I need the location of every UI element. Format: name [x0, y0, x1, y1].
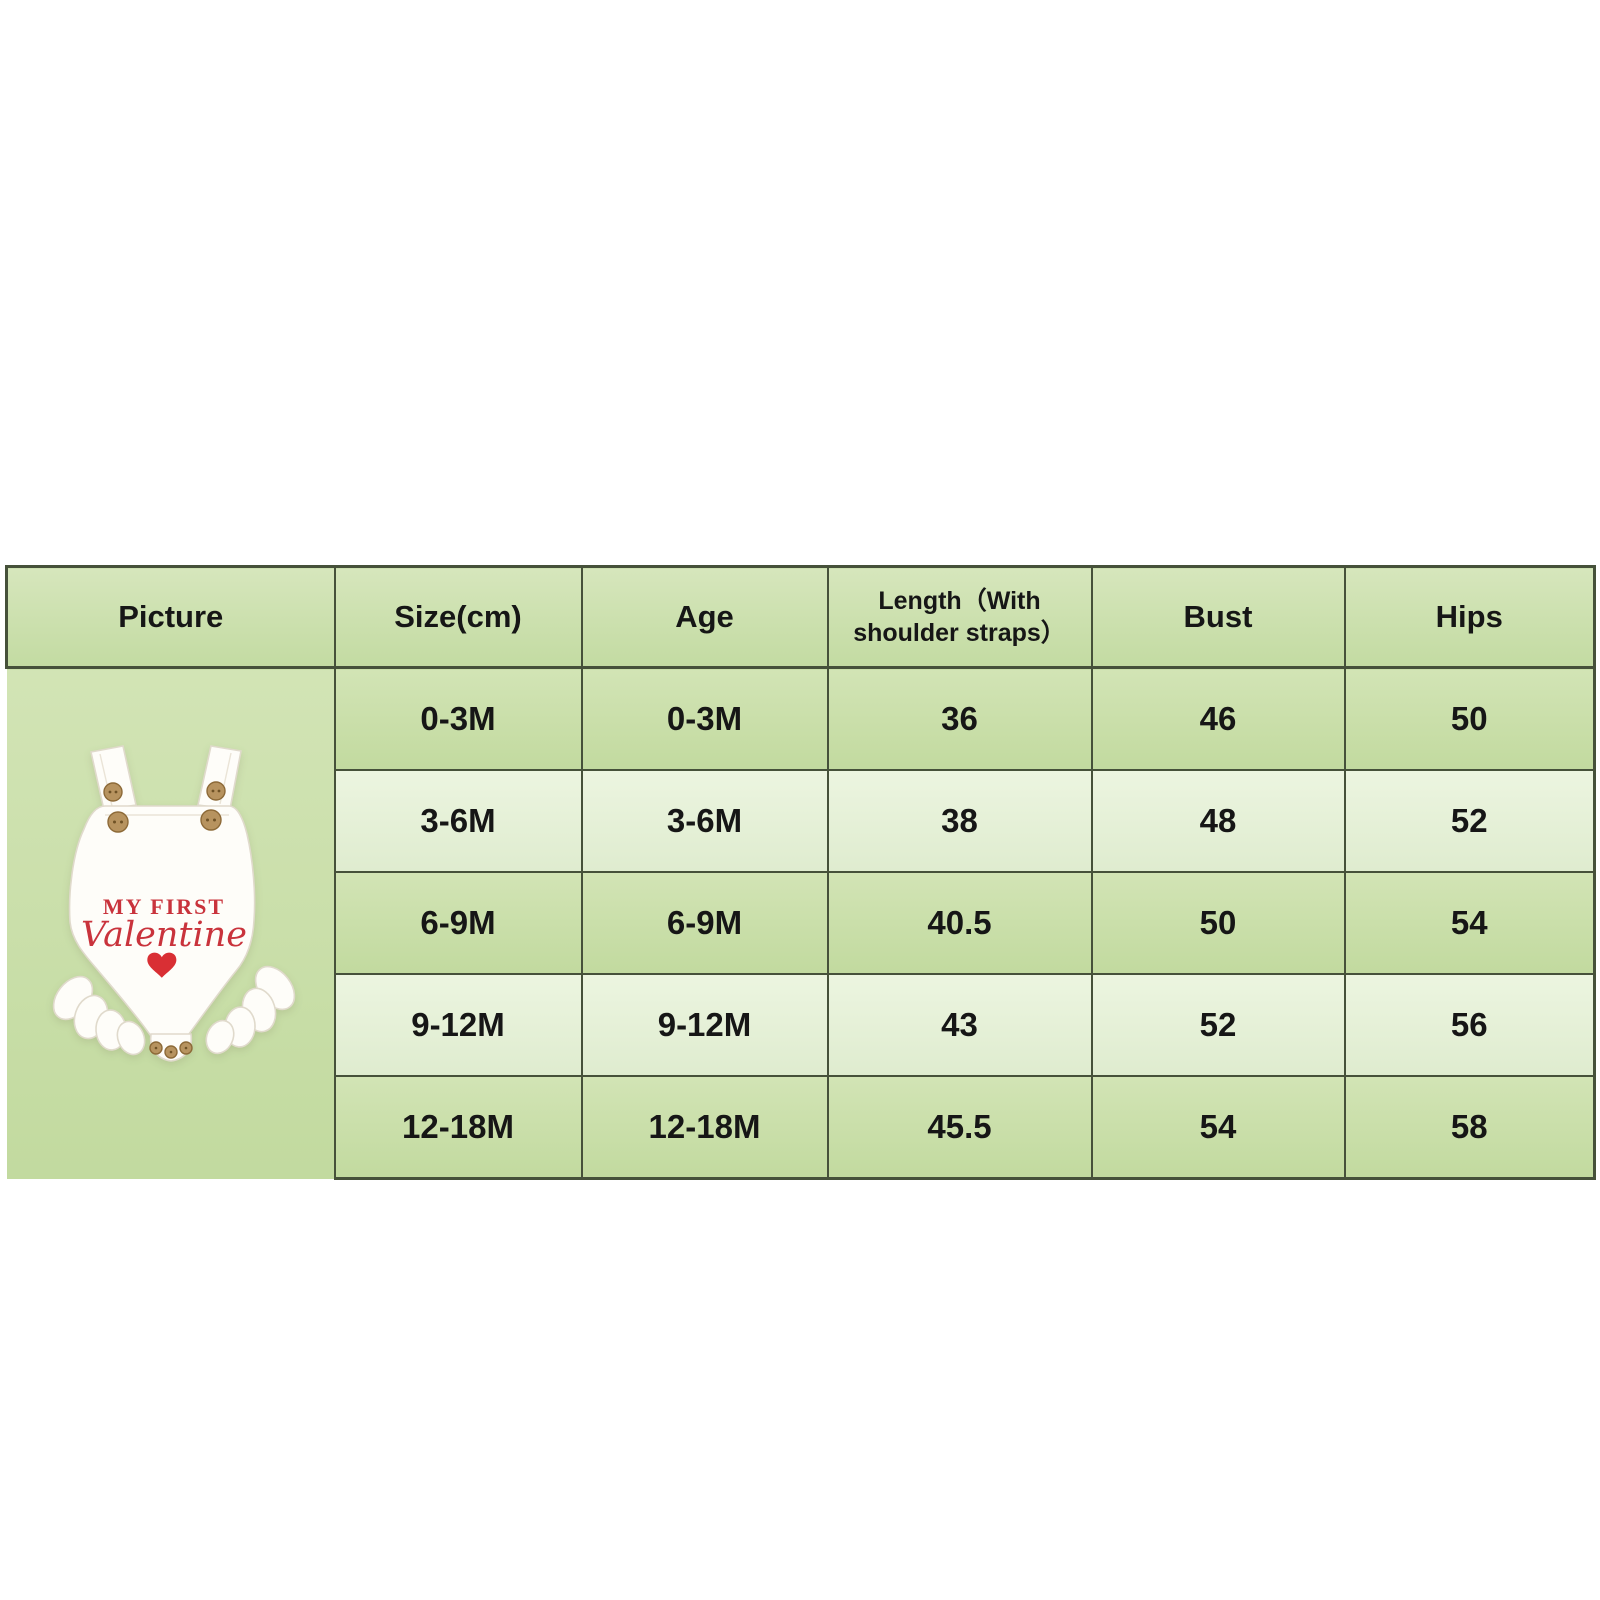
- embroidery-line2: Valentine: [81, 915, 247, 955]
- cell-row3-bust: 50: [1090, 871, 1346, 975]
- cell-row2-size: 3-6M: [333, 769, 583, 873]
- cell-row4-hips: 56: [1343, 973, 1596, 1077]
- right-leg-ruffle: [205, 965, 296, 1055]
- cell-row5-hips: 58: [1343, 1075, 1596, 1180]
- product-photo: MY FIRST Valentine: [43, 736, 303, 1078]
- cell-row3-hips: 54: [1343, 871, 1596, 975]
- cell-row5-bust: 54: [1090, 1075, 1346, 1180]
- cell-row2-length: 38: [826, 769, 1093, 873]
- table-row: 3-6M 3-6M 38 48 52: [7, 769, 1596, 873]
- embroidery-line1: MY FIRST: [103, 894, 225, 919]
- crotch-button: [164, 1045, 178, 1059]
- cell-row4-bust: 52: [1090, 973, 1346, 1077]
- table-row: 6-9M 6-9M 40.5 50 54: [7, 871, 1596, 975]
- table-row: 12-18M 12-18M 45.5 54 58: [7, 1075, 1596, 1180]
- table-row: 9-12M 9-12M 43 52 56: [7, 973, 1596, 1077]
- bib-button: [107, 811, 129, 833]
- cell-row5-size: 12-18M: [333, 1075, 583, 1180]
- header-cell-bust: Bust: [1090, 565, 1346, 669]
- cell-row3-size: 6-9M: [333, 871, 583, 975]
- cell-row4-size: 9-12M: [333, 973, 583, 1077]
- header-cell-size: Size(cm): [333, 565, 583, 669]
- cell-row1-age: 0-3M: [580, 666, 829, 771]
- cell-row4-length: 43: [826, 973, 1093, 1077]
- baby-romper-image: MY FIRST Valentine: [52, 745, 296, 1062]
- cell-row1-length: 36: [826, 666, 1093, 771]
- cell-row2-age: 3-6M: [580, 769, 829, 873]
- cell-row5-length: 45.5: [826, 1075, 1093, 1180]
- cell-row4-age: 9-12M: [580, 973, 829, 1077]
- table-row: 0-3M 0-3M 36 46 50: [6, 666, 1596, 1179]
- crotch-button: [179, 1041, 193, 1055]
- heart-icon: [147, 952, 177, 978]
- size-chart-table: Picture Size(cm) Age Length（With shoulde…: [5, 565, 1596, 1180]
- bib-button: [200, 809, 222, 831]
- cell-row1-bust: 46: [1090, 666, 1346, 771]
- cell-row5-age: 12-18M: [580, 1075, 829, 1180]
- cell-row3-age: 6-9M: [580, 871, 829, 975]
- header-cell-length: Length（With shoulder straps）: [826, 565, 1093, 669]
- left-leg-ruffle: [52, 975, 146, 1056]
- cell-row1-hips: 50: [1343, 666, 1596, 771]
- header-cell-picture: Picture: [5, 565, 336, 669]
- cell-row2-bust: 48: [1090, 769, 1346, 873]
- header-cell-age: Age: [580, 565, 829, 669]
- header-cell-hips: Hips: [1343, 565, 1596, 669]
- cell-row2-hips: 52: [1343, 769, 1596, 873]
- strap-button: [103, 782, 123, 802]
- header-row: Picture Size(cm) Age Length（With shoulde…: [5, 565, 1596, 669]
- crotch-button: [149, 1041, 163, 1055]
- strap-button: [206, 781, 226, 801]
- cell-row3-length: 40.5: [826, 871, 1093, 975]
- cell-row1-size: 0-3M: [333, 666, 583, 771]
